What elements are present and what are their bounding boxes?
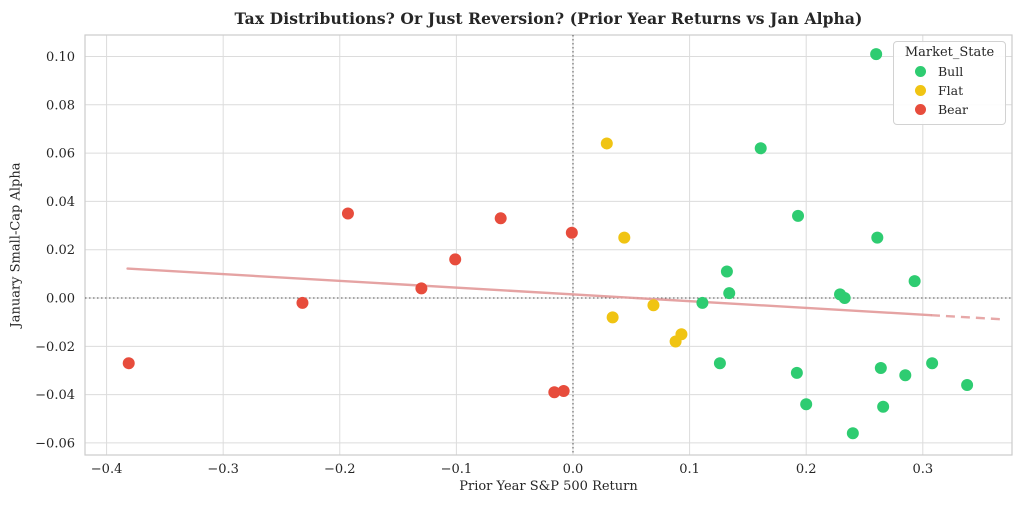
scatter-point-bull [754,142,767,155]
scatter-point-bull [846,427,859,440]
legend-item-bear: Bear [900,100,999,119]
legend-item-label: Bear [938,102,969,117]
x-axis-label: Prior Year S&P 500 Return [459,479,638,494]
scatter-point-bull [713,357,726,370]
scatter-point-bull [790,366,803,379]
x-tick-label: 0.3 [912,462,933,477]
y-tick-label: 0.08 [46,98,75,113]
scatter-point-bear [122,357,135,370]
x-tick-label: −0.2 [324,462,356,477]
scatter-point-flat [669,335,682,348]
scatter-point-bull [838,292,851,305]
trendline-dashed [930,313,1003,321]
y-tick-label: 0.00 [46,292,75,307]
x-tick-label: 0.2 [796,462,817,477]
x-tick-label: −0.1 [441,462,473,477]
legend-item-label: Flat [938,83,964,98]
legend: Market_State Bull Flat Bear [893,41,1006,125]
scatter-point-bear [296,296,309,309]
y-axis-label: January Small-Cap Alpha [8,162,24,328]
legend-item-flat: Flat [900,81,999,100]
plot-border [84,34,1013,456]
y-tick-label: 0.10 [46,50,75,65]
scatter-point-bear [494,212,507,225]
scatter-point-bear [557,384,570,397]
scatter-point-bear [449,253,462,266]
flat-marker-icon [915,85,926,96]
scatter-point-bear [341,207,354,220]
y-tick-label: −0.04 [35,388,75,403]
scatter-point-bull [720,265,733,278]
scatter-point-bear [565,226,578,239]
scatter-point-bull [723,287,736,300]
scatter-point-bull [877,400,890,413]
scatter-point-bull [874,362,887,375]
scatter-point-bull [870,48,883,61]
trendline-solid [126,267,933,317]
scatter-point-bear [415,282,428,295]
scatter-point-flat [606,311,619,324]
scatter-point-flat [600,137,613,150]
scatter-point-bull [871,231,884,244]
legend-item-label: Bull [938,64,964,79]
x-tick-label: 0.0 [563,462,584,477]
x-tick-label: −0.3 [207,462,239,477]
x-tick-label: 0.1 [679,462,700,477]
scatter-point-flat [618,231,631,244]
y-tick-label: 0.06 [46,147,75,162]
y-tick-label: 0.02 [46,243,75,258]
bear-marker-icon [915,104,926,115]
scatter-point-bull [792,209,805,222]
scatter-point-bear [548,386,561,399]
y-tick-label: −0.06 [35,436,75,451]
scatter-point-bull [899,369,912,382]
scatter-point-bull [908,275,921,288]
scatter-point-bull [696,296,709,309]
scatter-point-bull [800,398,813,411]
scatter-point-bull [961,378,974,391]
legend-title: Market_State [904,45,995,60]
y-tick-label: −0.02 [35,340,75,355]
scatter-point-flat [647,299,660,312]
legend-item-bull: Bull [900,62,999,81]
scatter-point-bull [926,357,939,370]
bull-marker-icon [915,66,926,77]
x-tick-label: −0.4 [91,462,123,477]
y-tick-label: 0.04 [46,195,75,210]
chart-title: Tax Distributions? Or Just Reversion? (P… [234,9,863,28]
